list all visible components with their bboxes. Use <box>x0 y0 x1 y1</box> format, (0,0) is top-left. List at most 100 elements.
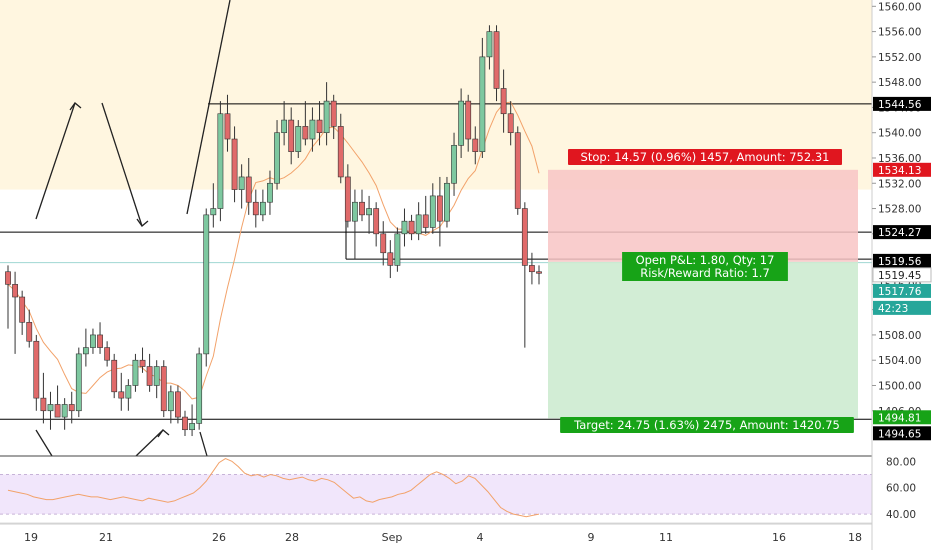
rsi-band <box>0 474 872 515</box>
x-tick-label-7: 11 <box>659 531 673 544</box>
y-tick-label-1: 1500.00 <box>878 380 921 392</box>
candle-body <box>75 353 82 412</box>
x-tick-label-0: 19 <box>24 531 38 544</box>
candle-body <box>323 100 330 134</box>
candle-body <box>394 233 401 266</box>
arrowhead-1 <box>136 218 149 227</box>
candle-48 <box>344 164 351 228</box>
candle-2 <box>19 290 26 335</box>
candle-body <box>373 208 380 235</box>
candle-72 <box>514 126 521 215</box>
candle-33 <box>238 164 245 209</box>
candle-body <box>465 100 472 140</box>
price-badge-bg <box>873 96 931 111</box>
candle-65 <box>465 94 472 152</box>
long-position-tool[interactable]: Stop: 14.57 (0.96%) 1457, Amount: 752.31… <box>548 149 858 433</box>
price-badge-5: 1517.76 <box>873 283 931 298</box>
y-tick-label-16: 1560.00 <box>878 1 921 13</box>
candle-body <box>316 119 323 134</box>
trendline-5 <box>199 431 208 457</box>
candle-12 <box>90 328 96 354</box>
y-tick-label-8: 1528.00 <box>878 204 921 216</box>
y-tick-label-13: 1548.00 <box>878 77 921 89</box>
trendline-2 <box>186 0 231 215</box>
rr-label: Risk/Reward Ratio: 1.7 <box>640 266 770 280</box>
candle-body <box>231 138 238 190</box>
price-badge-bg <box>873 162 931 177</box>
arrowhead-2 <box>157 429 170 438</box>
trendline-0 <box>35 102 76 220</box>
arrowhead-0 <box>69 102 82 111</box>
candle-body <box>33 340 40 399</box>
price-badge-3: 1519.56 <box>873 253 931 268</box>
candle-26 <box>189 404 195 437</box>
y-tick-label-11: 1540.00 <box>878 128 921 140</box>
candle-52 <box>373 202 380 247</box>
candle-61 <box>436 176 443 247</box>
candle-3 <box>26 309 33 348</box>
y-tick-label-14: 1552.00 <box>878 52 921 64</box>
candle-29 <box>210 183 217 228</box>
price-badge-text: 1544.56 <box>878 99 922 111</box>
candle-15 <box>111 353 118 399</box>
time-axis[interactable]: 19 21 26 28 Sep 4 9 11 16 18 <box>0 523 872 544</box>
candle-57 <box>408 214 415 241</box>
candle-body <box>451 145 457 184</box>
candle-body <box>281 119 288 134</box>
candle-59 <box>422 195 429 234</box>
candle-58 <box>415 202 422 241</box>
stop-label: Stop: 14.57 (0.96%) 1457, Amount: 752.31 <box>568 149 842 165</box>
candlestick-series <box>5 25 542 437</box>
trendline-1 <box>101 102 143 227</box>
candle-40 <box>288 107 295 165</box>
candle-body <box>486 31 493 58</box>
price-badge-text: 1534.13 <box>878 165 921 177</box>
candle-75 <box>536 265 542 285</box>
price-badge-bg <box>873 253 931 268</box>
candle-body <box>40 397 47 412</box>
candle-37 <box>267 170 273 215</box>
price-badge-8: 1494.65 <box>873 426 931 441</box>
candle-56 <box>401 208 408 247</box>
candle-74 <box>529 252 535 285</box>
price-badges: 1544.56 1534.13 1524.27 1519.56 1519.45 1517.… <box>872 96 932 441</box>
candle-body <box>359 201 365 216</box>
candle-60 <box>429 183 436 234</box>
candle-1 <box>12 271 18 354</box>
candle-73 <box>521 202 528 348</box>
candle-36 <box>259 189 266 222</box>
candle-body <box>61 404 68 418</box>
x-tick-label-9: 18 <box>848 531 862 544</box>
candle-32 <box>231 126 238 203</box>
candle-22 <box>160 360 167 418</box>
candle-66 <box>472 126 479 165</box>
candle-19 <box>139 347 146 373</box>
candle-body <box>529 265 535 273</box>
candle-body <box>366 208 372 216</box>
price-badge-text: 1494.65 <box>878 428 921 440</box>
candle-46 <box>330 94 337 140</box>
candle-body <box>344 176 351 222</box>
candle-8 <box>61 398 68 430</box>
candle-62 <box>444 176 450 228</box>
candle-body <box>252 201 259 216</box>
candle-9 <box>68 391 75 424</box>
target-label: Target: 24.75 (1.63%) 2475, Amount: 1420… <box>560 417 854 433</box>
candle-body <box>514 132 521 209</box>
candle-body <box>536 271 542 274</box>
candle-68 <box>486 25 493 70</box>
candle-10 <box>75 347 82 418</box>
candle-body <box>104 347 111 361</box>
candle-body <box>210 208 217 216</box>
candle-body <box>267 182 273 203</box>
y-tick-label-15: 1556.00 <box>878 27 921 39</box>
price-badge-text: 1524.27 <box>878 227 921 239</box>
candle-body <box>47 404 54 412</box>
candle-71 <box>507 101 514 146</box>
candle-28 <box>203 208 210 367</box>
candle-67 <box>479 37 486 158</box>
price-badge-bg <box>873 410 931 425</box>
candle-4 <box>33 334 40 411</box>
price-badge-1: 1534.13 <box>873 162 931 177</box>
